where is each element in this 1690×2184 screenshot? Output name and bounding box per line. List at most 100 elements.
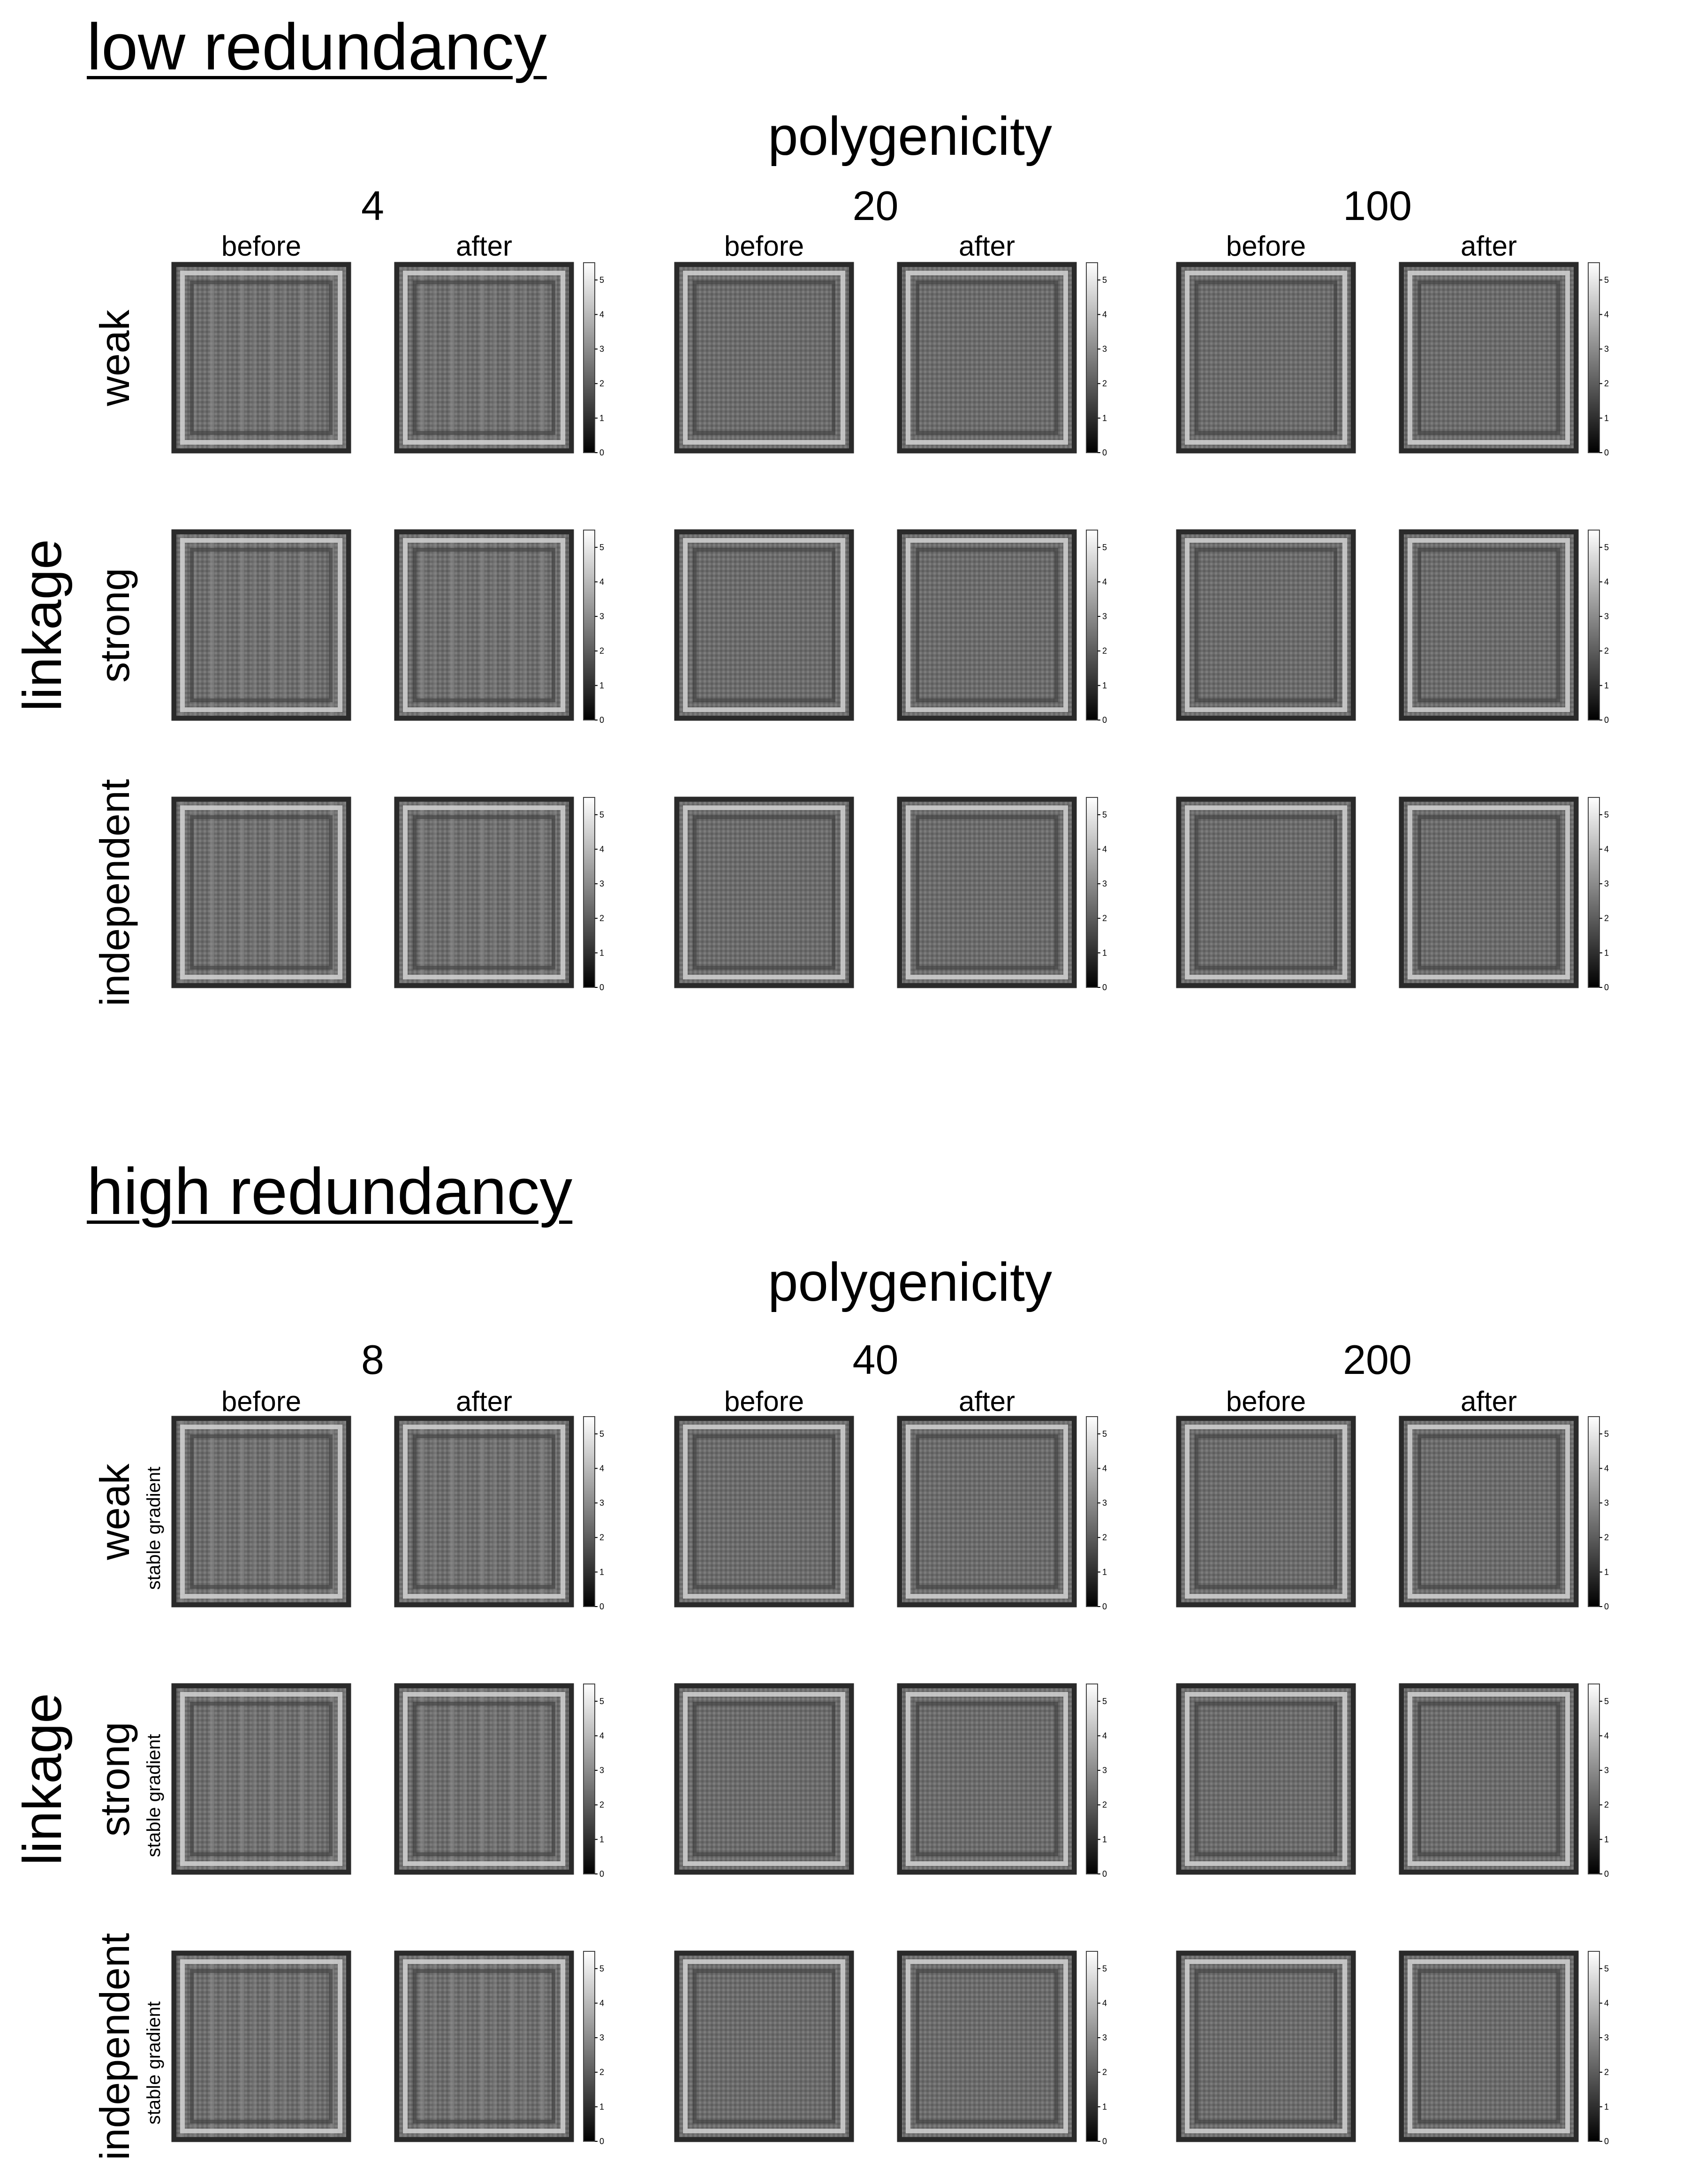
colorbar-tick-label: 0	[599, 448, 604, 457]
colorbar-tick-label: 3	[599, 2033, 604, 2042]
colorbar-tick-label: 0	[1102, 983, 1107, 992]
colorbar-tick-label: 4	[1102, 1464, 1107, 1473]
colorbar-tick-label: 5	[1604, 275, 1609, 285]
colorbar-tick-label: 0	[1604, 1602, 1609, 1611]
colorbar	[1086, 1951, 1098, 2142]
heatmap-panel	[1399, 1416, 1579, 1608]
heatmap-panel	[394, 1950, 574, 2142]
colorbar-tick-label: 4	[599, 1464, 604, 1473]
heatmap-panel	[1176, 1950, 1356, 2142]
colorbar-tick-label: 5	[599, 1964, 604, 1973]
heatmap-panel	[1176, 529, 1356, 721]
colorbar	[583, 262, 595, 453]
colorbar-tick-label: 5	[1102, 275, 1107, 285]
colorbar-tick-label: 1	[1604, 413, 1609, 423]
colorbar-tick-label: 2	[1604, 1533, 1609, 1542]
heatmap-panel	[1176, 1683, 1356, 1875]
panel-column-label: after	[455, 1386, 513, 1417]
colorbar-tick-label: 5	[599, 1429, 604, 1439]
heatmap-panel	[394, 529, 574, 721]
polygenicity-level: 200	[1343, 1336, 1412, 1383]
panel-column-label: before	[1226, 1386, 1306, 1417]
polygenicity-level: 40	[852, 1336, 899, 1383]
colorbar	[1086, 530, 1098, 720]
colorbar-tick-label: 0	[599, 983, 604, 992]
colorbar-tick-label: 1	[1604, 2102, 1609, 2111]
colorbar-tick-label: 2	[599, 646, 604, 656]
polygenicity-level: 8	[361, 1336, 384, 1383]
colorbar-tick-label: 4	[1604, 1464, 1609, 1473]
colorbar	[1588, 530, 1600, 720]
colorbar-tick-label: 4	[1102, 844, 1107, 854]
colorbar-tick-label: 5	[1102, 543, 1107, 552]
polygenicity-level: 100	[1343, 182, 1412, 229]
colorbar-tick-label: 3	[1604, 1498, 1609, 1508]
colorbar-tick-label: 5	[1604, 543, 1609, 552]
panel-column-label: after	[1460, 1386, 1517, 1417]
colorbar-tick-label: 3	[599, 344, 604, 354]
colorbar-tick-label: 2	[1102, 1800, 1107, 1810]
heatmap-panel	[1399, 1950, 1579, 2142]
colorbar-tick-label: 2	[1604, 914, 1609, 923]
colorbar	[583, 1951, 595, 2142]
heatmap-panel	[1176, 1416, 1356, 1608]
colorbar-tick-label: 0	[1604, 1869, 1609, 1879]
polygenicity-title: polygenicity	[767, 106, 1053, 167]
heatmap-panel	[171, 1683, 351, 1875]
colorbar-tick-label: 1	[599, 2102, 604, 2111]
colorbar-tick-label: 0	[1604, 448, 1609, 457]
colorbar-tick-label: 5	[599, 1697, 604, 1706]
heatmap-panel	[674, 1683, 854, 1875]
colorbar-tick-label: 4	[599, 577, 604, 586]
colorbar-tick-label: 5	[1604, 1429, 1609, 1439]
colorbar-tick-label: 1	[1102, 2102, 1107, 2111]
section-title: low redundancy	[87, 10, 547, 83]
heatmap-panel	[897, 529, 1077, 721]
heatmap-panel	[171, 262, 351, 454]
polygenicity-level: 20	[852, 182, 899, 229]
colorbar-tick-label: 0	[1604, 715, 1609, 725]
heatmap-panel	[1399, 262, 1579, 454]
colorbar	[583, 530, 595, 720]
heatmap-panel	[674, 796, 854, 988]
colorbar-tick-label: 4	[1102, 1998, 1107, 2008]
colorbar-tick-label: 3	[1604, 2033, 1609, 2042]
colorbar	[1086, 797, 1098, 988]
colorbar-tick-label: 4	[1102, 310, 1107, 319]
colorbar-tick-label: 2	[1604, 646, 1609, 656]
heatmap-panel	[394, 1683, 574, 1875]
colorbar-tick-label: 5	[1604, 810, 1609, 819]
heatmap-panel	[674, 529, 854, 721]
colorbar-tick-label: 4	[1604, 844, 1609, 854]
colorbar-tick-label: 1	[599, 1567, 604, 1577]
colorbar-tick-label: 3	[1102, 344, 1107, 354]
heatmap-panel	[1176, 262, 1356, 454]
colorbar-tick-label: 5	[1604, 1964, 1609, 1973]
heatmap-panel	[1399, 1683, 1579, 1875]
colorbar-tick-label: 3	[599, 1498, 604, 1508]
colorbar-tick-label: 3	[1604, 1766, 1609, 1775]
heatmap-panel	[897, 1683, 1077, 1875]
colorbar	[1588, 1951, 1600, 2142]
panel-column-label: after	[1460, 230, 1517, 262]
colorbar-tick-label: 5	[599, 543, 604, 552]
colorbar-tick-label: 0	[599, 2137, 604, 2146]
colorbar	[1086, 1416, 1098, 1607]
colorbar-tick-label: 1	[1102, 413, 1107, 423]
heatmap-panel	[897, 1416, 1077, 1608]
colorbar-tick-label: 1	[1604, 1567, 1609, 1577]
colorbar-tick-label: 2	[1102, 646, 1107, 656]
heatmap-panel	[1399, 796, 1579, 988]
heatmap-panel	[394, 1416, 574, 1608]
panel-column-label: before	[724, 1386, 804, 1417]
panel-column-label: before	[221, 1386, 302, 1417]
colorbar-tick-label: 0	[599, 1602, 604, 1611]
heatmap-panel	[674, 1416, 854, 1608]
heatmap-panel	[897, 796, 1077, 988]
colorbar-tick-label: 3	[1102, 1766, 1107, 1775]
colorbar-tick-label: 4	[1604, 1731, 1609, 1740]
panel-column-label: before	[221, 230, 302, 262]
colorbar-tick-label: 1	[599, 948, 604, 957]
panel-column-label: before	[1226, 230, 1306, 262]
